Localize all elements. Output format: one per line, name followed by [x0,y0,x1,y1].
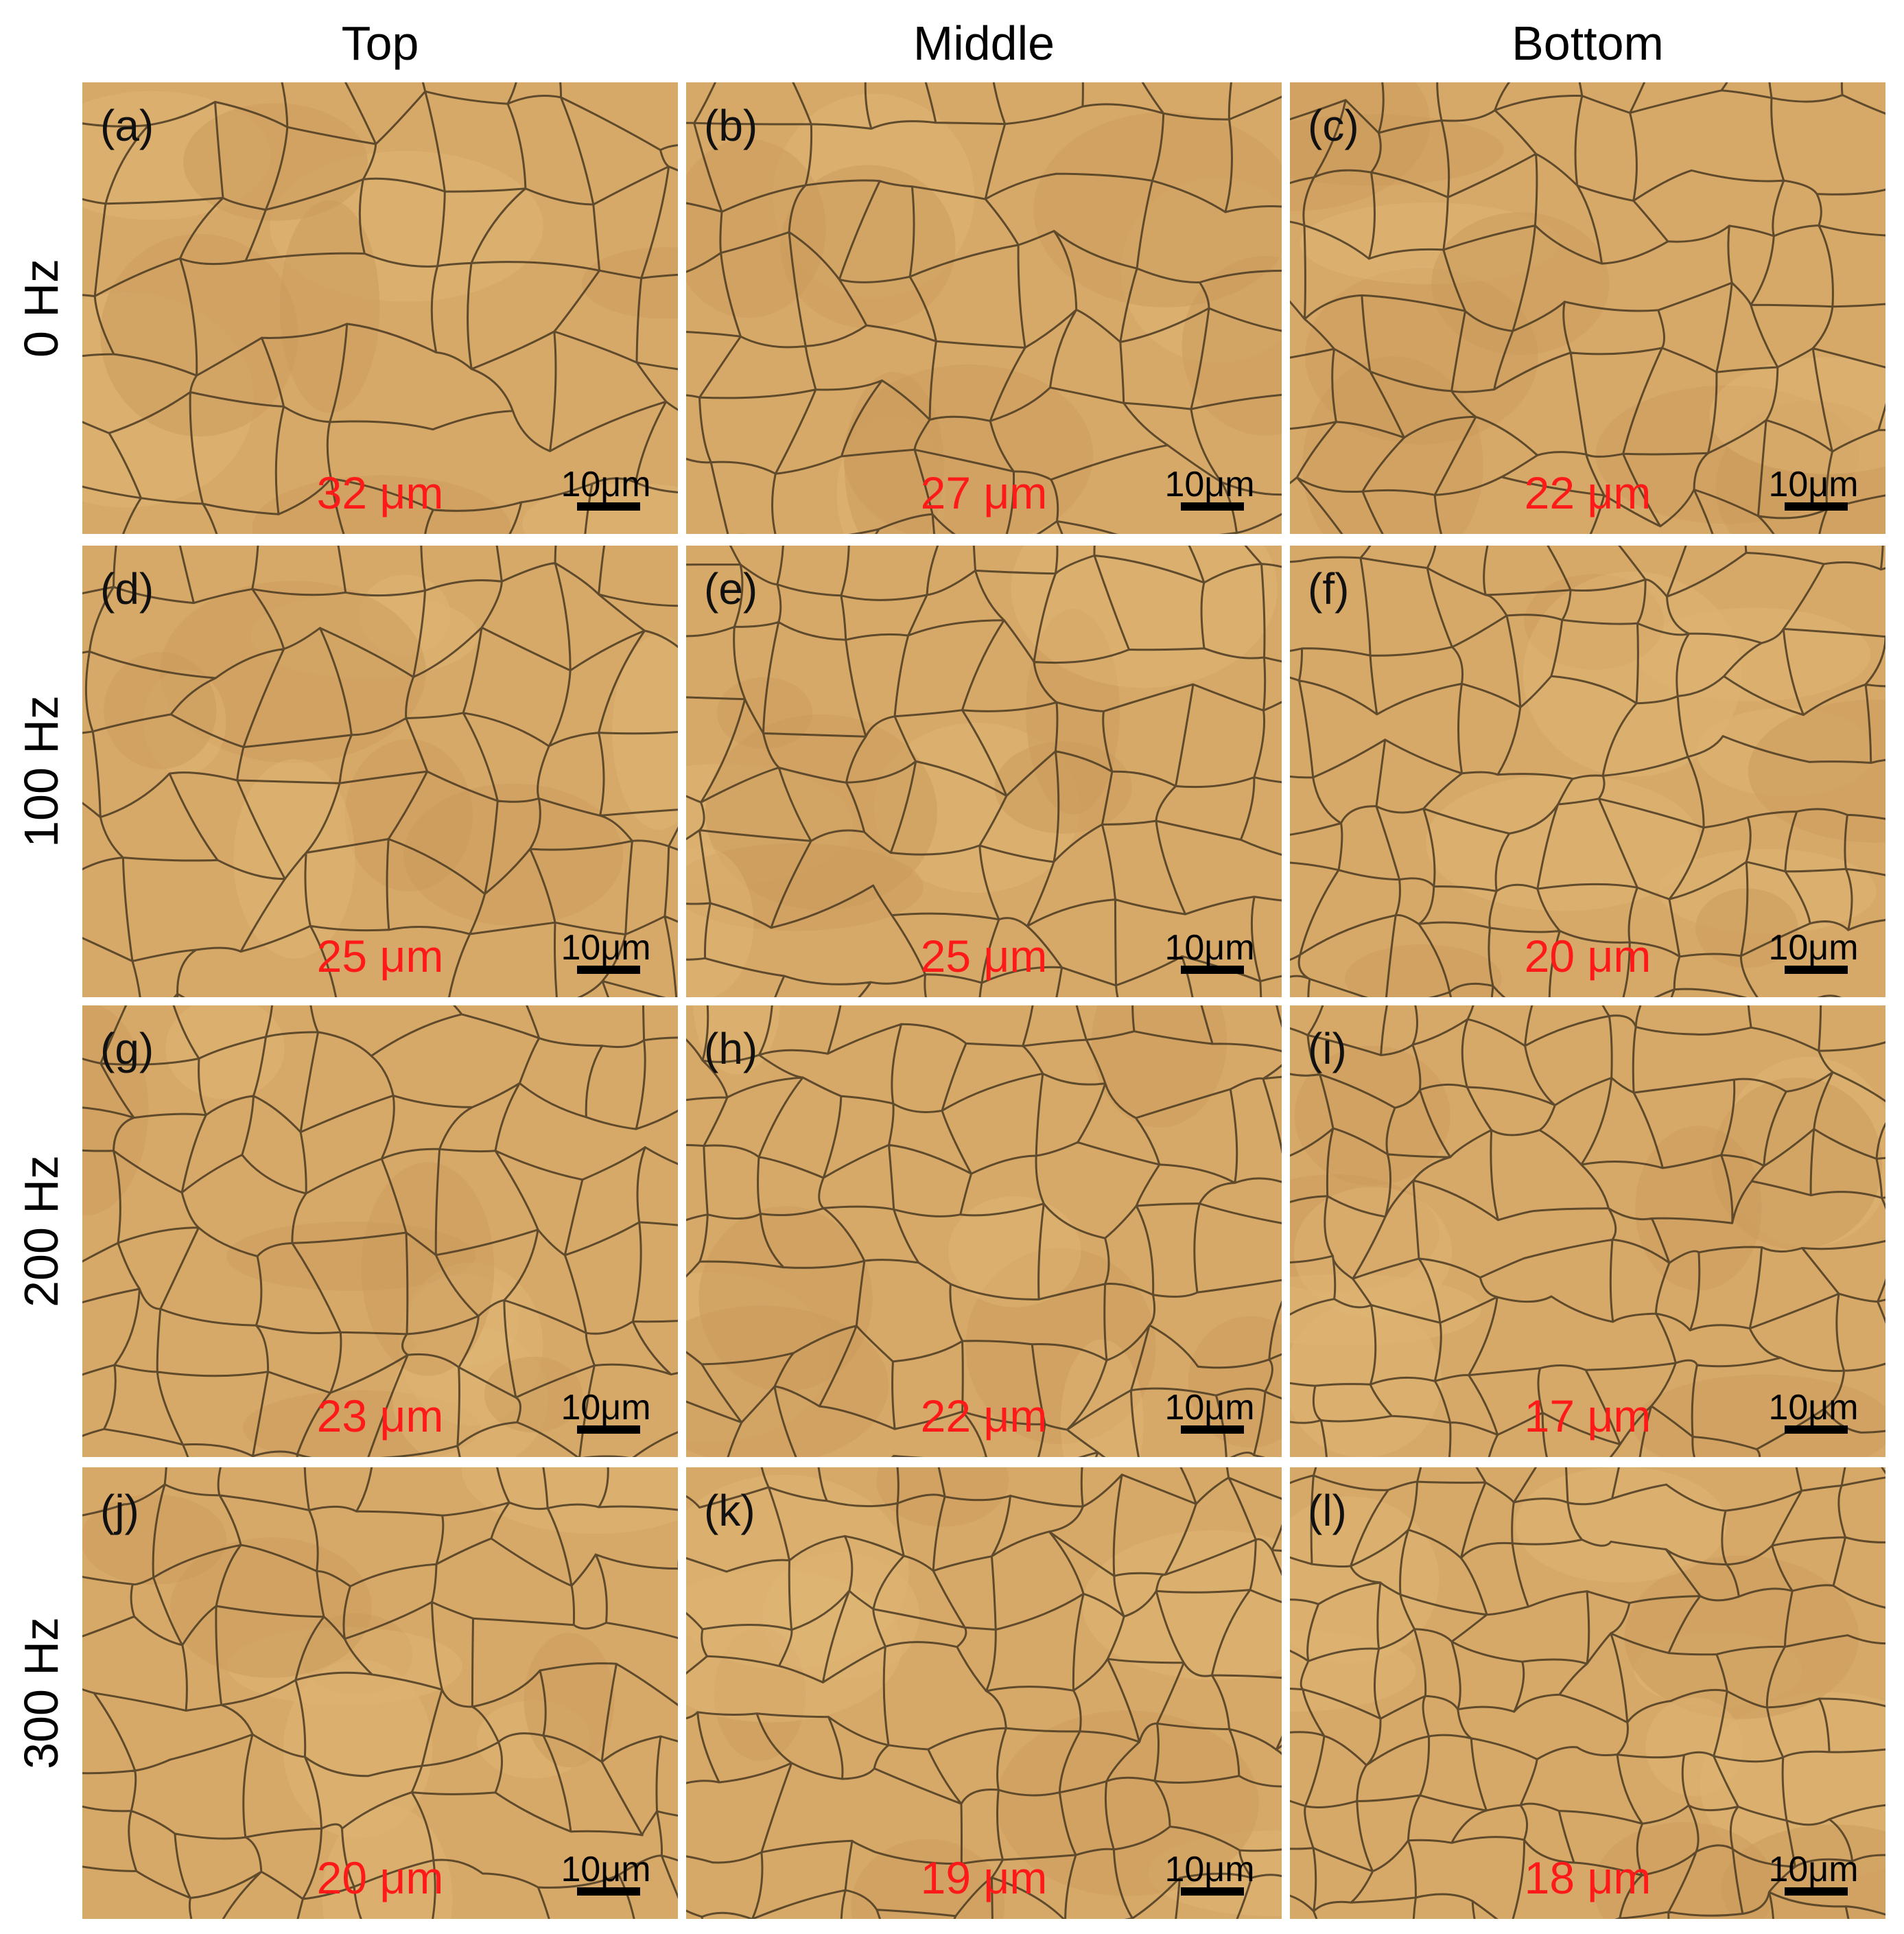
scale-bar-label: 10μm [1768,1850,1859,1889]
grain-structure-image [686,82,1282,534]
scale-bar-label: 10μm [1164,465,1255,504]
grain-structure-image [1290,82,1885,534]
panel-label: (i) [1308,1024,1347,1073]
scale-bar-label: 10μm [561,465,651,504]
panel-label: (a) [100,101,154,150]
scale-bar-label: 10μm [1768,928,1859,968]
micrograph-panel: (a) 32 μm 10μm [82,82,678,534]
panel-label: (j) [100,1486,139,1535]
panel-label: (b) [704,101,758,150]
row-label-200hz: 200 Hz [14,1155,68,1307]
scale-bar [1181,1887,1244,1896]
panel-label: (g) [100,1024,154,1073]
grain-structure-image [82,1005,678,1457]
row-label-100hz: 100 Hz [14,695,68,848]
micrograph-panel: (l) 18 μm 10μm [1290,1467,1885,1919]
grain-size-value: 20 μm [1524,931,1652,981]
grain-structure-image [686,546,1282,997]
scale-bar [577,1887,640,1896]
grain-size-value: 25 μm [316,931,444,981]
scale-bar-label: 10μm [1768,465,1859,504]
grain-size-value: 25 μm [920,931,1048,981]
grain-structure-image [82,82,678,534]
grain-structure-image [82,546,678,997]
panel-label: (l) [1308,1486,1347,1535]
scale-bar [1785,966,1848,974]
row-label-0hz: 0 Hz [14,259,68,358]
scale-bar-label: 10μm [561,1388,651,1428]
panel-label: (f) [1308,564,1350,614]
panel-label: (k) [704,1486,755,1535]
scale-bar [577,502,640,511]
column-header-bottom: Bottom [1512,16,1664,70]
grain-size-value: 23 μm [316,1390,444,1441]
micrograph-panel: (e) 25 μm 10μm [686,546,1282,997]
grain-size-value: 19 μm [920,1852,1048,1903]
scale-bar [577,1425,640,1434]
micrograph-panel: (c) 22 μm 10μm [1290,82,1885,534]
column-header-middle: Middle [913,16,1055,70]
scale-bar [1785,1887,1848,1896]
micrograph-panel: (i) 17 μm 10μm [1290,1005,1885,1457]
panel-label: (h) [704,1024,758,1073]
micrograph-panel: (j) 20 μm 10μm [82,1467,678,1919]
grain-size-value: 22 μm [920,1390,1048,1441]
panel-label: (d) [100,564,154,614]
scale-bar-label: 10μm [561,1850,651,1889]
grain-structure-image [1290,546,1885,997]
micrograph-panel: (g) 23 μm 10μm [82,1005,678,1457]
panel-label: (c) [1308,101,1359,150]
scale-bar-label: 10μm [1164,1388,1255,1428]
scale-bar [1785,1425,1848,1434]
grain-structure-image [686,1005,1282,1457]
scale-bar-label: 10μm [1164,1850,1255,1889]
grain-size-value: 18 μm [1524,1852,1652,1903]
grain-size-value: 20 μm [316,1852,444,1903]
micrograph-panel: (b) 27 μm 10μm [686,82,1282,534]
grain-structure-image [1290,1467,1885,1919]
scale-bar [1785,502,1848,511]
scale-bar [1181,1425,1244,1434]
scale-bar-label: 10μm [1768,1388,1859,1428]
scale-bar-label: 10μm [561,928,651,968]
scale-bar [577,966,640,974]
micrograph-panel: (h) 22 μm 10μm [686,1005,1282,1457]
scale-bar-label: 10μm [1164,928,1255,968]
micrograph-panel: (d) 25 μm 10μm [82,546,678,997]
grain-size-value: 32 μm [316,467,444,518]
grain-structure-image [686,1467,1282,1919]
panel-label: (e) [704,564,758,614]
micrograph-panel: (f) 20 μm 10μm [1290,546,1885,997]
grain-structure-image [1290,1005,1885,1457]
grain-size-value: 17 μm [1524,1390,1652,1441]
column-header-top: Top [341,16,419,70]
scale-bar [1181,966,1244,974]
row-label-300hz: 300 Hz [14,1617,68,1769]
grain-size-value: 27 μm [920,467,1048,518]
micrograph-panel: (k) 19 μm 10μm [686,1467,1282,1919]
grain-structure-image [82,1467,678,1919]
scale-bar [1181,502,1244,511]
grain-size-value: 22 μm [1524,467,1652,518]
